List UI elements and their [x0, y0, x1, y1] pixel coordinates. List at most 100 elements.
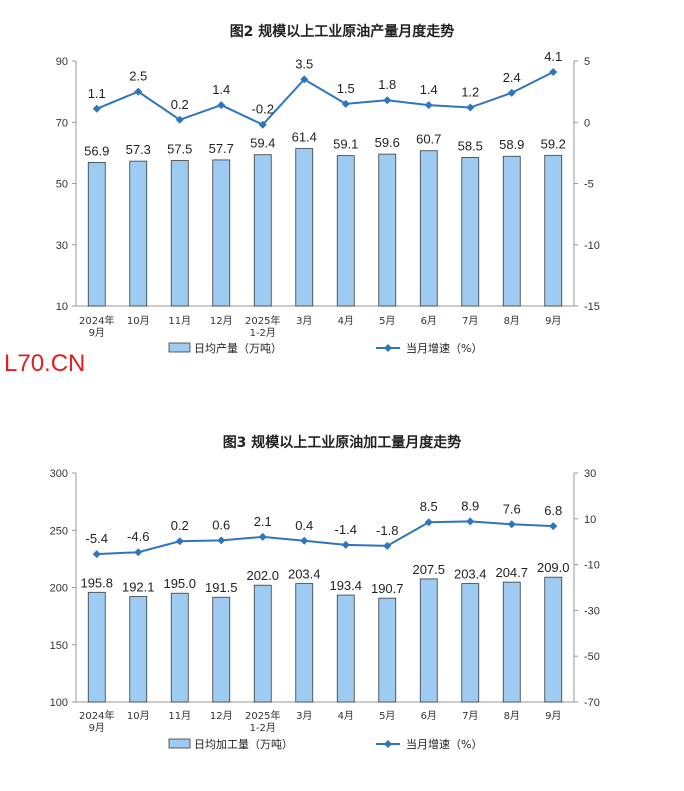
- bar-data-label: 57.7: [209, 141, 234, 156]
- bar-data-label: 190.7: [371, 581, 404, 596]
- left-tick-label: 150: [50, 640, 68, 652]
- x-tick-label: 3月: [296, 710, 312, 722]
- x-tick-label: 3月: [296, 315, 312, 327]
- line-data-label: 0.6: [212, 517, 230, 532]
- legend-line-marker: [384, 344, 392, 352]
- x-tick-label: 2024年 9月: [79, 709, 114, 734]
- line-point-marker: [424, 518, 433, 527]
- bar-data-label: 59.1: [333, 137, 358, 152]
- legend-bar-label: 日均加工量（万吨）: [194, 738, 293, 751]
- growth-rate-line: [96, 71, 554, 126]
- x-tick-label: 4月: [338, 315, 354, 327]
- left-tick-label: 90: [56, 56, 68, 68]
- line-data-label: 2.4: [503, 70, 521, 85]
- right-tick-label: -50: [584, 651, 600, 663]
- bar-data-label: 58.9: [499, 137, 524, 152]
- line-point-marker: [507, 520, 516, 529]
- x-tick-label: 2025年 1-2月: [245, 314, 280, 339]
- chart-title: 图3 规模以上工业原油加工量月度走势: [223, 434, 462, 451]
- x-tick-label: 7月: [462, 315, 478, 327]
- line-point-marker: [217, 536, 226, 545]
- bar: [502, 155, 521, 307]
- line-data-label: -0.2: [252, 102, 274, 117]
- bar-data-label: 203.4: [288, 567, 321, 582]
- right-tick-label: 10: [584, 514, 596, 526]
- line-data-label: -4.6: [127, 529, 149, 544]
- line-point-marker: [175, 115, 184, 124]
- bar: [461, 157, 480, 307]
- x-tick-label: 2024年 9月: [79, 314, 114, 339]
- right-tick-label: -70: [584, 697, 600, 709]
- bar: [378, 597, 397, 703]
- oil-production-chart-svg: 图2 规模以上工业原油产量月度走势907050301050-5-10-1556.…: [56, 23, 600, 355]
- bar-data-label: 195.8: [80, 575, 113, 590]
- line-data-label: 1.1: [88, 86, 106, 101]
- bar-data-label: 59.2: [541, 136, 566, 151]
- legend-line-label: 当月增速（%）: [406, 341, 482, 355]
- bar: [336, 155, 355, 307]
- line-point-marker: [134, 548, 143, 557]
- bar-data-label: 56.9: [84, 143, 109, 158]
- legend-bar-swatch: [168, 738, 191, 749]
- left-tick-label: 300: [50, 468, 68, 480]
- bar: [87, 161, 106, 307]
- x-tick-label: 9月: [545, 315, 561, 327]
- line-point-marker: [466, 103, 475, 112]
- bar-data-label: 203.4: [454, 567, 487, 582]
- line-point-marker: [92, 104, 101, 113]
- bar: [129, 596, 148, 703]
- bar-data-label: 58.5: [458, 138, 483, 153]
- line-point-marker: [424, 101, 433, 110]
- bar: [419, 150, 438, 307]
- bar: [378, 153, 397, 307]
- bar-data-label: 61.4: [292, 130, 317, 145]
- left-tick-label: 250: [50, 525, 68, 537]
- x-tick-label: 11月: [168, 710, 191, 722]
- x-tick-label: 10月: [127, 710, 150, 722]
- bar: [253, 154, 272, 307]
- line-data-label: 0.2: [171, 97, 189, 112]
- growth-rate-line: [96, 520, 554, 556]
- bar-data-label: 195.0: [163, 576, 196, 591]
- bar-data-label: 59.6: [375, 135, 400, 150]
- line-point-marker: [134, 87, 143, 96]
- bar: [129, 160, 148, 307]
- right-tick-label: -5: [584, 179, 594, 191]
- line-point-marker: [341, 99, 350, 108]
- line-point-marker: [507, 88, 516, 97]
- line-point-marker: [300, 75, 309, 84]
- bar: [212, 159, 231, 307]
- bar-data-label: 209.0: [537, 560, 570, 575]
- right-tick-label: -15: [584, 301, 600, 313]
- right-tick-label: 5: [584, 56, 590, 68]
- x-tick-label: 5月: [379, 315, 395, 327]
- line-data-label: 1.5: [337, 81, 355, 96]
- bar-data-label: 59.4: [250, 136, 275, 151]
- legend-bar-swatch: [168, 342, 191, 353]
- right-tick-label: -30: [584, 605, 600, 617]
- left-tick-label: 200: [50, 583, 68, 595]
- oil-production-chart: 图2 规模以上工业原油产量月度走势 90 70 50 30 10 5 0 -5 -10 -15 56.…: [0, 0, 684, 370]
- line-data-label: 1.8: [378, 77, 396, 92]
- left-tick-label: 100: [50, 697, 68, 709]
- line-data-label: 8.9: [461, 498, 479, 513]
- bar-data-label: 191.5: [205, 580, 238, 595]
- x-tick-label: 5月: [379, 710, 395, 722]
- line-data-label: 8.5: [420, 499, 438, 514]
- line-data-label: 2.1: [254, 514, 272, 529]
- line-point-marker: [92, 550, 101, 559]
- x-tick-label: 12月: [210, 315, 233, 327]
- bar-data-label: 193.4: [329, 578, 362, 593]
- line-data-label: 2.5: [129, 69, 147, 84]
- line-point-marker: [341, 540, 350, 549]
- x-tick-label: 8月: [504, 710, 520, 722]
- x-tick-label: 6月: [421, 315, 437, 327]
- bar-data-label: 57.5: [167, 142, 192, 157]
- line-data-label: 3.5: [295, 56, 313, 71]
- bar: [419, 578, 438, 703]
- line-point-marker: [258, 120, 267, 129]
- line-data-label: 0.4: [295, 518, 313, 533]
- right-tick-label: -10: [584, 560, 600, 572]
- bar: [502, 581, 521, 703]
- oil-processing-chart-svg: 图3 规模以上工业原油加工量月度走势 300 250 200 150 100 30 10 -10…: [50, 434, 600, 751]
